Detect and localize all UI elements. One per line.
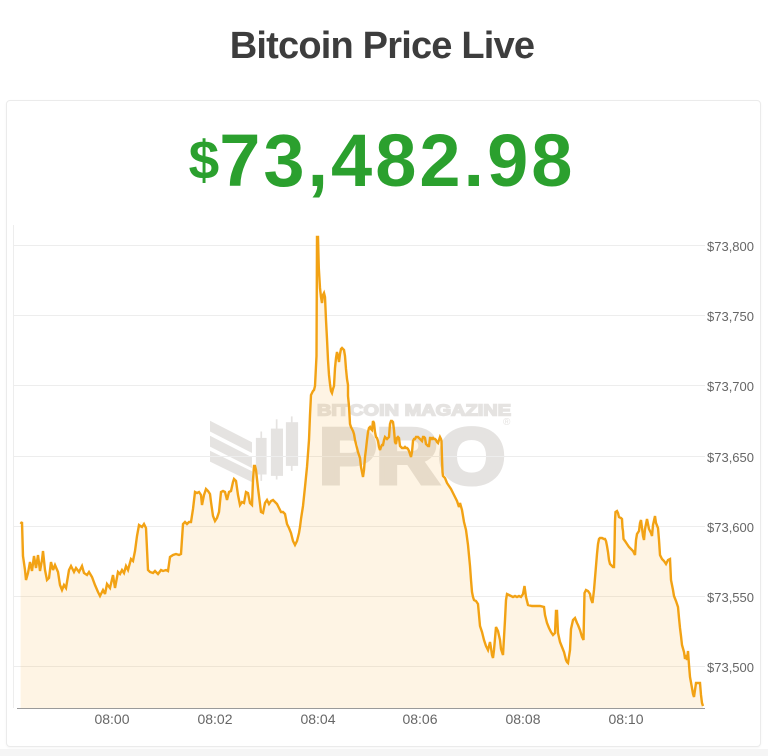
svg-text:®: ® [503,417,511,428]
svg-text:BITCOIN MAGAZINE: BITCOIN MAGAZINE [317,403,511,420]
